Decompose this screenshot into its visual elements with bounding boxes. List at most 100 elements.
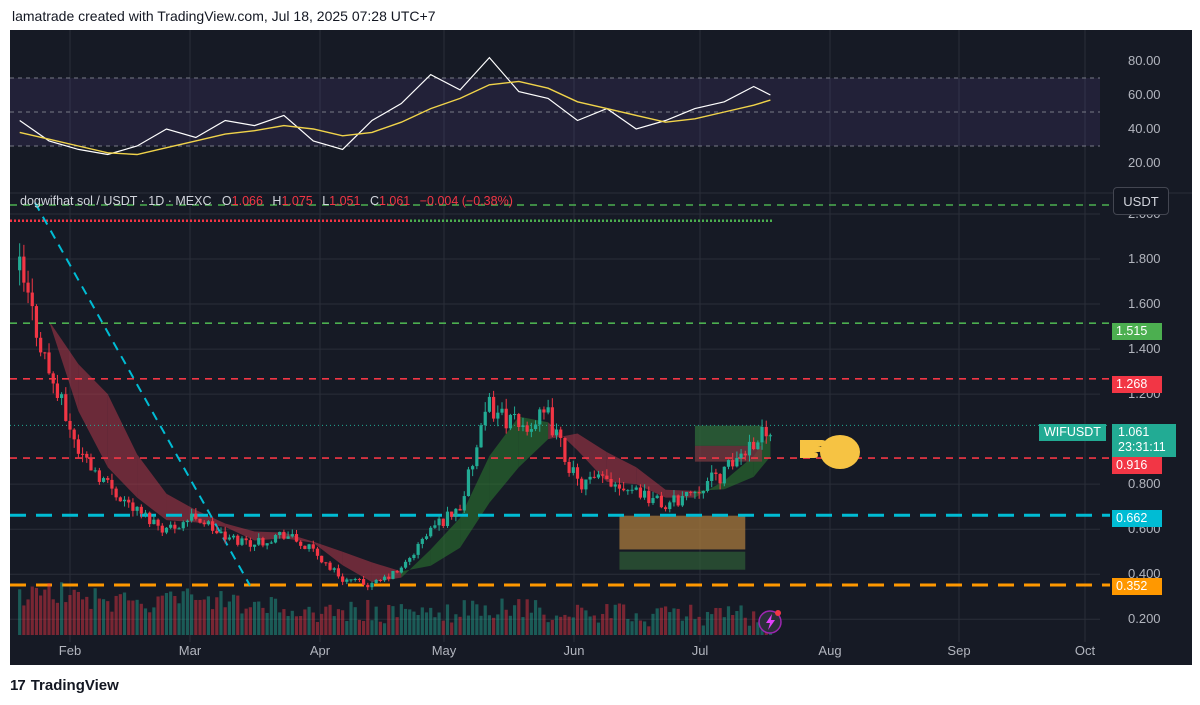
candle-body (710, 472, 714, 481)
candle-body (345, 579, 349, 582)
tradingview-logo-icon: 17 (10, 677, 26, 694)
candle-body (613, 484, 617, 487)
candle-body (483, 411, 487, 426)
volume-bar (353, 607, 357, 635)
volume-bar (336, 609, 341, 635)
volume-bar (341, 610, 345, 635)
legend-symbol[interactable]: dogwifhat sol / USDT · 1D · MEXC (20, 194, 212, 208)
candle-body (252, 544, 257, 547)
volume-bar (219, 591, 223, 635)
price-tick-label: 1.600 (1128, 296, 1161, 311)
ma-ribbon (225, 523, 255, 541)
candle-body (169, 524, 173, 528)
candle-body (454, 508, 458, 517)
volume-bar (617, 603, 622, 635)
candle-body (768, 435, 773, 437)
volume-bar (450, 622, 454, 635)
volume-bar (122, 592, 127, 635)
volume-bar (655, 608, 659, 635)
volume-bar (588, 616, 592, 635)
volume-bar (51, 599, 55, 635)
level-tag-4: 0.662 (1112, 510, 1162, 527)
candle-body (261, 538, 265, 546)
volume-bar (420, 607, 424, 635)
volume-bar (261, 607, 265, 635)
candle-body (244, 538, 248, 541)
volume-bar (756, 622, 760, 635)
candle-body (424, 536, 429, 539)
volume-bar (80, 599, 85, 635)
candle-body (458, 508, 462, 511)
candle-body (39, 337, 43, 353)
volume-bar (718, 608, 722, 635)
candle-body (588, 476, 592, 480)
candle-body (185, 520, 190, 523)
volume-bar (517, 599, 521, 635)
candle-body (202, 522, 206, 525)
volume-bar (479, 615, 483, 635)
volume-bar (533, 600, 538, 635)
candle-body (72, 429, 76, 440)
volume-bar (320, 613, 324, 635)
candle-body (638, 487, 643, 498)
candle-body (592, 476, 596, 478)
volume-bar (622, 604, 626, 635)
level-tag-2: 1.268 (1112, 376, 1162, 393)
symbol-tag: WIFUSDT (1039, 424, 1106, 441)
ma-ribbon (107, 394, 138, 498)
volume-bar (43, 589, 47, 635)
candle-body (51, 373, 55, 384)
volume-bar (496, 614, 500, 635)
rsi-ma-line (19, 80, 771, 156)
candle-body (190, 513, 194, 521)
candle-body (353, 578, 357, 580)
candle-body (559, 429, 563, 438)
volume-bar (559, 616, 563, 635)
tradingview-brand[interactable]: 17 TradingView (10, 677, 119, 694)
legend-c-label: C (369, 194, 379, 208)
volume-bar (445, 604, 450, 635)
candle-body (320, 555, 324, 563)
candle-body (236, 535, 240, 545)
ma-ribbon (313, 541, 343, 566)
candle-body (475, 447, 479, 467)
candle-body (726, 460, 731, 467)
ma-ribbon (489, 416, 519, 503)
volume-bar (563, 614, 567, 635)
volume-bar (30, 586, 34, 635)
volume-bar (315, 622, 320, 635)
candle-body (101, 478, 106, 482)
volume-bar (93, 588, 97, 635)
candle-body (525, 425, 529, 432)
candle-body (399, 567, 403, 573)
volume-bar (601, 613, 605, 635)
volume-bar (462, 600, 466, 635)
volume-bar (500, 598, 504, 635)
candle-body (152, 519, 156, 525)
volume-bar (173, 595, 177, 635)
volume-bar (349, 601, 353, 635)
candle-body (194, 513, 198, 519)
ma-ribbon (49, 320, 79, 411)
candle-body (445, 511, 450, 527)
candle-body (68, 420, 72, 430)
volume-bar (416, 615, 420, 635)
chart-canvas[interactable]: 80.0060.0040.0020.002.0001.8001.6001.400… (10, 30, 1192, 665)
volume-bar (244, 608, 248, 635)
candle-body (143, 512, 148, 514)
currency-button[interactable]: USDT (1113, 187, 1169, 215)
candle-body (680, 496, 684, 506)
rsi-tick-label: 40.00 (1128, 121, 1161, 136)
level-tag-5: 0.352 (1112, 578, 1162, 595)
price-tick-label: 0.800 (1128, 476, 1161, 491)
volume-bar (605, 604, 609, 635)
candle-body (466, 469, 471, 497)
volume-bar (441, 620, 445, 635)
legend-h-label: H (272, 194, 282, 208)
candle-body (47, 352, 51, 374)
chart-frame[interactable]: 80.0060.0040.0020.002.0001.8001.6001.400… (10, 30, 1192, 665)
candle-body (580, 478, 584, 490)
volume-bar (634, 613, 638, 635)
volume-bar (97, 598, 101, 635)
candle-body (89, 457, 93, 471)
